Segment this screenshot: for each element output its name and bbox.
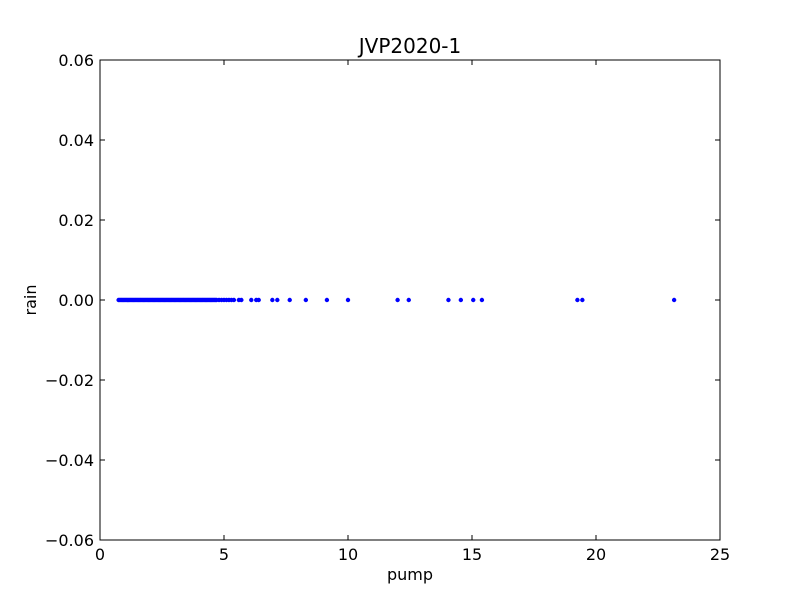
data-point <box>458 297 464 303</box>
data-point <box>580 297 585 303</box>
x-axis: 0 5 10 15 20 25 <box>95 60 730 564</box>
data-point <box>270 297 275 303</box>
x-axis-label: pump <box>387 565 433 584</box>
chart-title: JVP2020-1 <box>357 34 461 58</box>
data-points <box>116 297 677 303</box>
x-tick-label: 15 <box>462 545 482 564</box>
data-point <box>256 297 261 303</box>
data-point <box>479 297 485 303</box>
data-point <box>671 297 677 303</box>
y-axis: −0.06 −0.04 −0.02 0.00 0.02 0.04 0.06 <box>45 51 720 550</box>
y-axis-label: rain <box>21 285 40 316</box>
y-tick-label: −0.04 <box>45 451 94 470</box>
data-point <box>287 297 292 303</box>
y-tick-label: 0.02 <box>58 211 94 230</box>
x-tick-label: 10 <box>338 545 358 564</box>
data-point <box>303 297 309 303</box>
data-point <box>575 297 580 303</box>
data-point <box>345 297 351 303</box>
y-tick-label: 0.04 <box>58 131 94 150</box>
y-tick-label: −0.06 <box>45 531 94 550</box>
data-point <box>471 297 476 303</box>
x-tick-label: 25 <box>710 545 730 564</box>
x-tick-label: 20 <box>586 545 606 564</box>
data-point <box>239 297 244 303</box>
y-tick-label: 0.06 <box>58 51 94 70</box>
data-point <box>446 297 451 303</box>
data-point <box>231 297 237 303</box>
x-tick-label: 5 <box>219 545 229 564</box>
data-point <box>395 297 400 303</box>
y-tick-label: −0.02 <box>45 371 94 390</box>
data-point <box>275 297 280 303</box>
y-tick-label: 0.00 <box>58 291 94 310</box>
data-point <box>324 297 330 303</box>
x-tick-label: 0 <box>95 545 105 564</box>
data-point <box>249 297 254 303</box>
data-point <box>406 297 411 303</box>
